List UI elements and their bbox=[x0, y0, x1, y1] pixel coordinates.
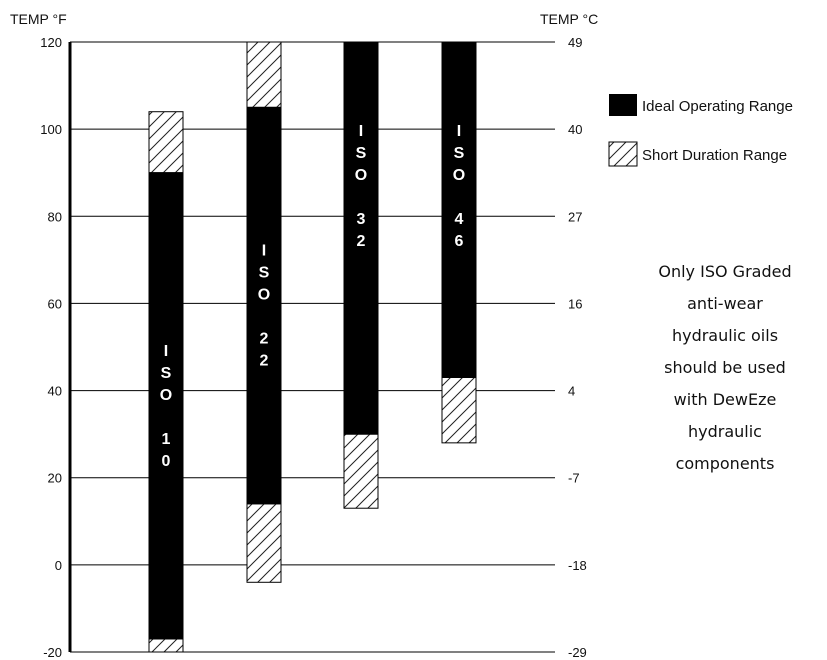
right-tick-label: -18 bbox=[568, 558, 587, 573]
bar-label-char: O bbox=[258, 287, 270, 304]
bar-label-char: 2 bbox=[260, 331, 269, 348]
bar-label-char: O bbox=[355, 167, 367, 184]
legend-swatch-ideal bbox=[609, 94, 637, 116]
legend-label-ideal: Ideal Operating Range bbox=[642, 98, 793, 115]
note-line: hydraulic bbox=[688, 422, 762, 441]
note-line: with DewEze bbox=[673, 390, 777, 409]
ideal-operating-range bbox=[148, 172, 184, 640]
right-tick-label: -29 bbox=[568, 645, 587, 660]
bar-label-char: S bbox=[454, 145, 465, 162]
legend-label-short: Short Duration Range bbox=[642, 147, 787, 164]
note-line: hydraulic oils bbox=[671, 326, 779, 345]
left-tick-label: 40 bbox=[48, 384, 62, 399]
ideal-operating-range bbox=[246, 106, 282, 505]
bar-label-char: 4 bbox=[455, 211, 464, 228]
left-tick-label: -20 bbox=[43, 645, 62, 660]
short-duration-range-low bbox=[441, 377, 477, 444]
short-duration-range-high bbox=[246, 41, 282, 108]
short-duration-range-low bbox=[246, 503, 282, 583]
left-tick-label: 20 bbox=[48, 471, 62, 486]
bar-iso-32: ISO 3 2 bbox=[343, 41, 379, 509]
note-line: components bbox=[675, 454, 775, 473]
bar-label-char: 6 bbox=[455, 233, 464, 250]
right-tick-label: 16 bbox=[568, 296, 582, 311]
bar-label-char: S bbox=[356, 145, 367, 162]
bar-label-char: S bbox=[161, 365, 172, 382]
short-duration-range-low bbox=[343, 433, 379, 509]
right-tick-label: 49 bbox=[568, 35, 582, 50]
legend-swatch-short bbox=[608, 141, 638, 167]
bar-label-char: 3 bbox=[357, 211, 366, 228]
ideal-operating-range bbox=[343, 41, 379, 435]
bar-iso-10: ISO 1 0 bbox=[148, 111, 184, 653]
usage-note: Only ISO Graded anti-wear hydraulic oils… bbox=[615, 256, 827, 480]
right-tick-label: 27 bbox=[568, 209, 582, 224]
bar-label-char: O bbox=[453, 167, 465, 184]
gridlines bbox=[68, 41, 555, 653]
right-axis-title: TEMP °C bbox=[540, 11, 598, 27]
left-tick-label: 120 bbox=[40, 35, 62, 50]
short-duration-range-low bbox=[148, 638, 184, 653]
right-tick-label: 40 bbox=[568, 122, 582, 137]
note-line: anti-wear bbox=[687, 294, 763, 313]
bar-label-char: 2 bbox=[357, 233, 366, 250]
bar-iso-22: ISO 2 2 bbox=[246, 41, 282, 583]
bar-label-char: S bbox=[259, 265, 270, 282]
bar-label-char: I bbox=[262, 243, 266, 260]
ideal-operating-range bbox=[441, 41, 477, 378]
bar-label-char: 0 bbox=[162, 453, 171, 470]
note-line: should be used bbox=[664, 358, 786, 377]
left-tick-label: 60 bbox=[48, 296, 62, 311]
right-tick-label: -7 bbox=[568, 471, 580, 486]
left-axis-title: TEMP °F bbox=[10, 11, 67, 27]
bar-label-char: 2 bbox=[260, 353, 269, 370]
bar-label-char: 1 bbox=[162, 431, 171, 448]
bar-label-char: I bbox=[457, 123, 461, 140]
note-line: Only ISO Graded bbox=[658, 262, 792, 281]
left-tick-label: 100 bbox=[40, 122, 62, 137]
short-duration-range-high bbox=[148, 111, 184, 174]
left-tick-label: 0 bbox=[55, 558, 62, 573]
bar-label-char: O bbox=[160, 387, 172, 404]
bar-label-char: I bbox=[359, 123, 363, 140]
left-tick-label: 80 bbox=[48, 209, 62, 224]
legend: Ideal Operating Range Short Duration Ran… bbox=[608, 94, 793, 167]
right-tick-label: 4 bbox=[568, 384, 575, 399]
bar-iso-46: ISO 4 6 bbox=[441, 41, 477, 444]
bar-label-char: I bbox=[164, 343, 168, 360]
